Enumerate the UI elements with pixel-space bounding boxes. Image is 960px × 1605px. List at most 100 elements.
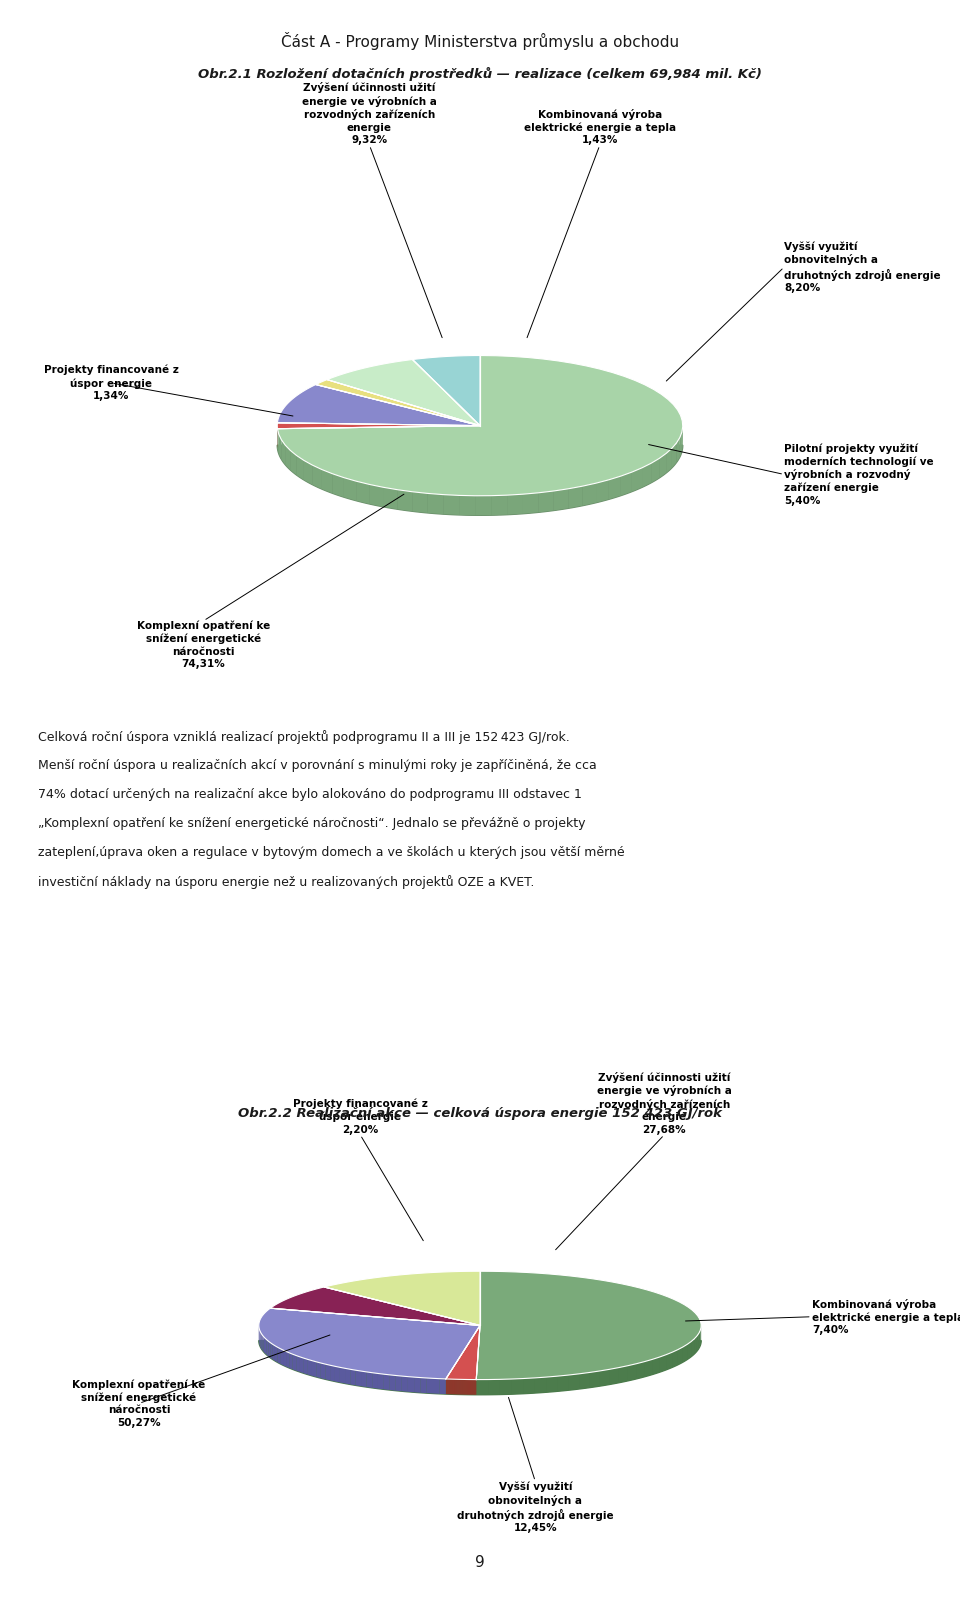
Polygon shape: [476, 1380, 488, 1395]
Polygon shape: [384, 1374, 390, 1390]
Polygon shape: [444, 494, 459, 515]
Text: Obr.2.2 Realizační akce — celková úspora energie 152 423 GJ/rok: Obr.2.2 Realizační akce — celková úspora…: [238, 1107, 722, 1120]
Polygon shape: [412, 491, 427, 514]
Polygon shape: [367, 1372, 372, 1388]
Polygon shape: [539, 491, 554, 512]
Polygon shape: [312, 1361, 316, 1377]
Polygon shape: [568, 1374, 579, 1390]
Polygon shape: [660, 454, 666, 478]
Polygon shape: [414, 1377, 420, 1393]
Polygon shape: [332, 473, 344, 498]
Polygon shape: [316, 1361, 321, 1379]
Polygon shape: [609, 477, 621, 499]
Polygon shape: [691, 1339, 694, 1356]
Polygon shape: [583, 483, 596, 506]
Polygon shape: [271, 1287, 480, 1326]
Text: investiční náklady na úsporu energie než u realizovaných projektů OZE a KVET.: investiční náklady na úsporu energie než…: [38, 875, 535, 889]
Text: Kombinovaná výroba
elektrické energie a tepla
1,43%: Kombinovaná výroba elektrické energie a …: [524, 109, 676, 144]
Polygon shape: [297, 456, 304, 480]
Polygon shape: [420, 1377, 426, 1393]
Polygon shape: [512, 1379, 523, 1395]
Text: Komplexní opatření ke
snížení energetické
náročnosti
74,31%: Komplexní opatření ke snížení energetick…: [137, 621, 270, 669]
Polygon shape: [261, 1334, 262, 1350]
Polygon shape: [535, 1377, 546, 1393]
Polygon shape: [340, 1367, 345, 1384]
Text: Menší roční úspora u realizačních akcí v porovnání s minulými roky je zapříčiněn: Menší roční úspora u realizačních akcí v…: [38, 759, 597, 772]
Polygon shape: [523, 1377, 535, 1393]
Polygon shape: [488, 1379, 500, 1395]
Polygon shape: [383, 488, 397, 509]
Polygon shape: [433, 1379, 440, 1393]
Polygon shape: [303, 1358, 308, 1374]
Polygon shape: [344, 478, 356, 501]
Polygon shape: [283, 1350, 286, 1366]
Polygon shape: [330, 1366, 335, 1382]
Text: Projekty financované z
úspor energie
1,34%: Projekty financované z úspor energie 1,3…: [44, 364, 179, 401]
Polygon shape: [475, 496, 492, 515]
Polygon shape: [356, 482, 370, 504]
Polygon shape: [277, 355, 683, 496]
Polygon shape: [476, 1271, 701, 1380]
Polygon shape: [277, 422, 480, 429]
Text: Pilotní projekty využití
moderních technologií ve
výrobních a rozvodný
zařízení : Pilotní projekty využití moderních techn…: [784, 443, 934, 506]
Polygon shape: [596, 480, 609, 502]
Polygon shape: [500, 1379, 512, 1395]
Polygon shape: [652, 1358, 660, 1374]
Polygon shape: [402, 1375, 408, 1392]
Polygon shape: [278, 435, 281, 459]
Polygon shape: [558, 1375, 568, 1392]
Polygon shape: [408, 1377, 414, 1392]
Polygon shape: [672, 1350, 678, 1367]
Polygon shape: [579, 1372, 589, 1388]
Polygon shape: [397, 490, 412, 512]
Polygon shape: [269, 1342, 271, 1358]
Polygon shape: [621, 472, 632, 496]
Polygon shape: [680, 432, 682, 457]
Polygon shape: [636, 1361, 645, 1379]
Polygon shape: [259, 1340, 701, 1395]
Polygon shape: [281, 440, 285, 464]
Polygon shape: [271, 1343, 273, 1359]
Polygon shape: [440, 1379, 445, 1395]
Polygon shape: [275, 1345, 277, 1363]
Polygon shape: [316, 380, 480, 425]
Text: Zvýšení účinnosti užití
energie ve výrobních a
rozvodných zařízeních
energie
27,: Zvýšení účinnosti užití energie ve výrob…: [597, 1072, 732, 1135]
Polygon shape: [277, 445, 683, 515]
Polygon shape: [280, 1348, 283, 1366]
Polygon shape: [327, 360, 480, 425]
Text: 74% dotací určených na realizační akce bylo alokováno do podprogramu III odstave: 74% dotací určených na realizační akce b…: [38, 788, 583, 801]
Polygon shape: [600, 1369, 610, 1387]
Polygon shape: [507, 494, 523, 515]
Polygon shape: [683, 1345, 687, 1363]
Polygon shape: [265, 1339, 267, 1355]
Text: Celková roční úspora vzniklá realizací projektů podprogramu II a III je 152 423 : Celková roční úspora vzniklá realizací p…: [38, 730, 570, 745]
Polygon shape: [372, 1372, 378, 1388]
Polygon shape: [293, 1355, 297, 1371]
Polygon shape: [459, 496, 475, 515]
Text: Vyšší využití
obnovitelných a
druhotných zdrojů energie
12,45%: Vyšší využití obnovitelných a druhotných…: [457, 1481, 613, 1533]
Polygon shape: [325, 1364, 330, 1380]
Polygon shape: [628, 1364, 636, 1380]
Polygon shape: [285, 445, 290, 470]
Polygon shape: [308, 1359, 312, 1375]
Polygon shape: [350, 1369, 355, 1385]
Polygon shape: [355, 1371, 361, 1387]
Text: Část A - Programy Ministerstva průmyslu a obchodu: Část A - Programy Ministerstva průmyslu …: [281, 32, 679, 50]
Polygon shape: [345, 1369, 350, 1385]
Polygon shape: [324, 1271, 480, 1326]
Polygon shape: [651, 459, 660, 483]
Text: Komplexní opatření ke
snížení energetické
náročnosti
50,27%: Komplexní opatření ke snížení energetick…: [72, 1379, 205, 1427]
Polygon shape: [413, 355, 480, 425]
Polygon shape: [321, 1363, 325, 1379]
Polygon shape: [666, 448, 672, 473]
Polygon shape: [277, 1347, 280, 1364]
Polygon shape: [289, 1353, 293, 1369]
Polygon shape: [554, 490, 568, 510]
Polygon shape: [267, 1340, 269, 1356]
Polygon shape: [335, 1366, 340, 1382]
Polygon shape: [632, 467, 642, 491]
Text: „Komplexní opatření ke snížení energetické náročnosti“. Jednalo se převážně o pr: „Komplexní opatření ke snížení energetic…: [38, 817, 586, 830]
Polygon shape: [322, 470, 332, 493]
Text: Kombinovaná výroba
elektrické energie a tepla
7,40%: Kombinovaná výroba elektrické energie a …: [812, 1298, 960, 1335]
Polygon shape: [361, 1371, 367, 1387]
